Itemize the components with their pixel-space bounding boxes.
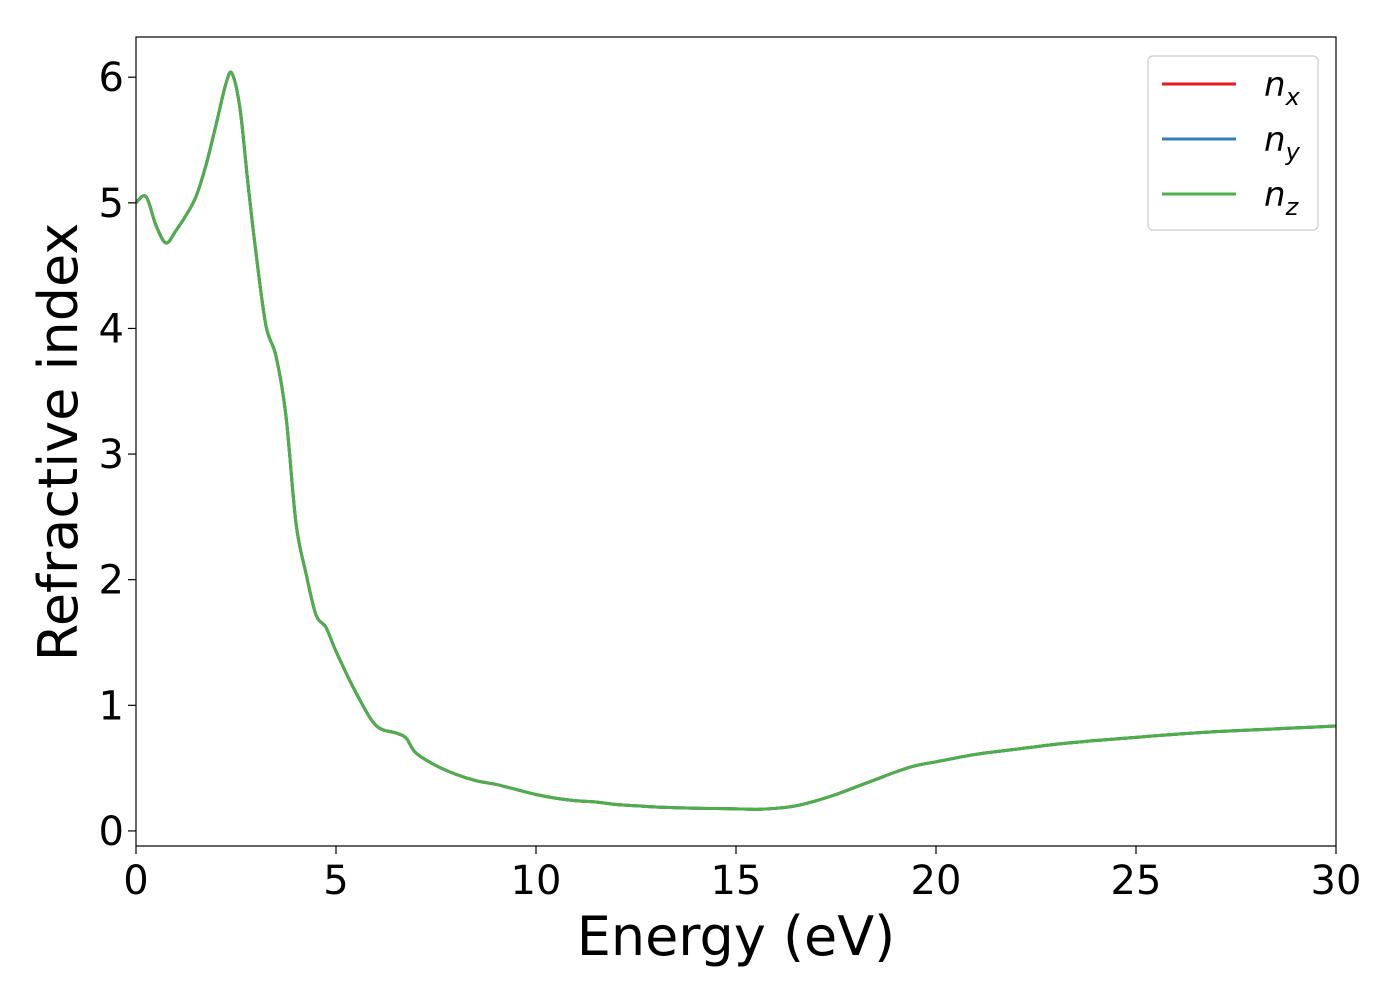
- x-tick-label: 15: [711, 858, 762, 904]
- x-tick-label: 10: [511, 858, 562, 904]
- y-tick-label: 6: [99, 55, 124, 101]
- x-tick-label: 30: [1311, 858, 1362, 904]
- x-tick-label: 5: [323, 858, 348, 904]
- legend-box: [1147, 55, 1319, 231]
- legend-label-nx: nx: [1264, 65, 1301, 111]
- legend-label-ny: ny: [1264, 120, 1301, 166]
- x-tick-label: 25: [1111, 858, 1162, 904]
- y-tick-label: 0: [99, 809, 124, 855]
- x-tick-label: 0: [123, 858, 148, 904]
- series-line-n-z: [136, 70, 1336, 811]
- y-axis-label: Refractive index: [27, 223, 90, 662]
- y-tick-label: 2: [99, 558, 124, 604]
- x-axis-label: Energy (eV): [577, 905, 896, 968]
- legend-label-nz: nz: [1264, 175, 1300, 221]
- y-tick-label: 3: [99, 432, 124, 478]
- series-layer: [136, 70, 1336, 811]
- legend: nx ny nz: [1147, 55, 1319, 231]
- x-tick-label: 20: [911, 858, 962, 904]
- y-tick-label: 1: [99, 683, 124, 729]
- y-tick-label: 5: [99, 181, 124, 227]
- y-tick-label: 4: [99, 306, 124, 352]
- axes-layer: 0 5 10 15 20 25 30 0 1 2 3 4 5 6: [99, 36, 1362, 904]
